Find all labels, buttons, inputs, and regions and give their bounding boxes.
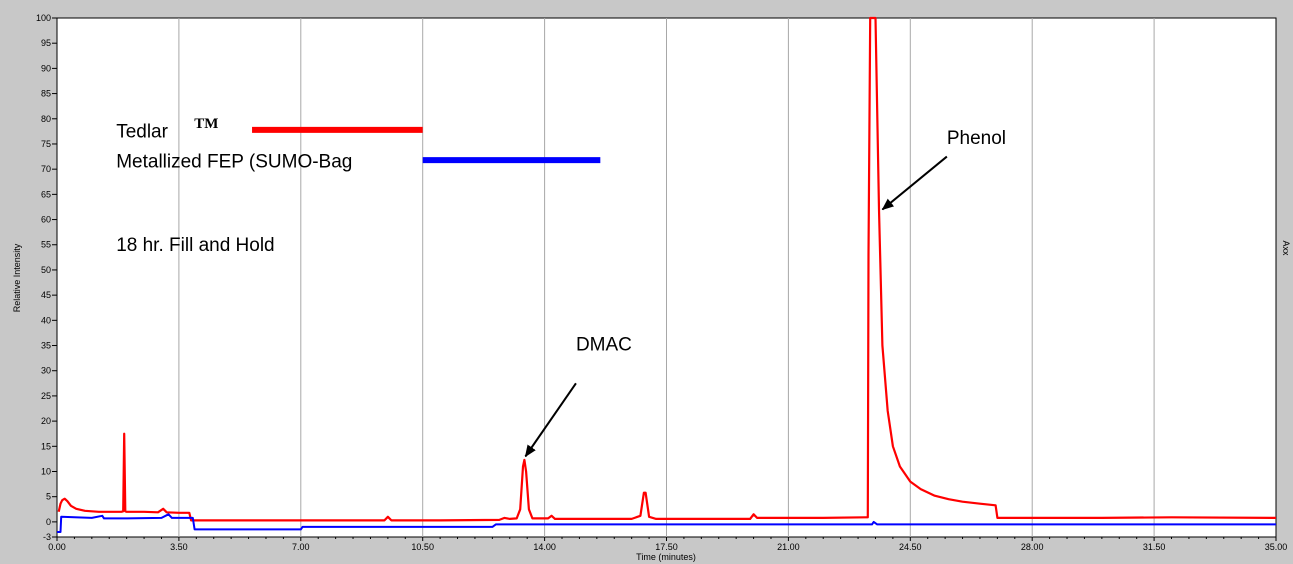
legend: Tedlar TM Metallized FEP (SUMO-Bag 18 hr. F… bbox=[116, 116, 601, 256]
x-tick-label: 31.50 bbox=[1143, 542, 1166, 552]
annotation-arrow bbox=[524, 382, 577, 458]
x-tick-label: 24.50 bbox=[899, 542, 922, 552]
axis-ticks: 0.00 3.50 7.00 10.50 14.00 17.50 21.00 24.50 28.… bbox=[36, 13, 1287, 552]
annotation-label: DMAC bbox=[576, 335, 632, 356]
x-tick-label: 3.50 bbox=[170, 542, 188, 552]
y-tick-label: 0 bbox=[46, 517, 51, 527]
x-tick-label: 17.50 bbox=[655, 542, 678, 552]
x-tick-label: 35.00 bbox=[1265, 542, 1288, 552]
y-tick-label: 80 bbox=[41, 114, 51, 124]
grid bbox=[178, 18, 1155, 537]
y-tick-label: 70 bbox=[41, 164, 51, 174]
y-tick-label: 65 bbox=[41, 189, 51, 199]
y-tick-label: 50 bbox=[41, 265, 51, 275]
x-tick-label: 7.00 bbox=[292, 542, 310, 552]
x-tick-label: 28.00 bbox=[1021, 542, 1044, 552]
y-axis-title: Relative Intensity bbox=[12, 243, 22, 312]
annotation-arrow bbox=[881, 155, 948, 211]
legend-label-metallized-fep: Metallized FEP (SUMO-Bag bbox=[116, 152, 352, 173]
y-tick-label: 75 bbox=[41, 139, 51, 149]
annotation-label: Phenol bbox=[947, 128, 1006, 149]
legend-note: 18 hr. Fill and Hold bbox=[116, 235, 274, 256]
right-axis-label: Axx bbox=[1281, 240, 1291, 256]
y-tick-label: 20 bbox=[41, 416, 51, 426]
y-tick-label: 35 bbox=[41, 341, 51, 351]
y-tick-label: 15 bbox=[41, 441, 51, 451]
legend-label-tedlar: Tedlar bbox=[116, 121, 168, 142]
y-tick-label: 90 bbox=[41, 63, 51, 73]
y-tick-label: 45 bbox=[41, 290, 51, 300]
y-tick-label: -3 bbox=[43, 532, 51, 542]
y-tick-label: 5 bbox=[46, 492, 51, 502]
legend-trademark: TM bbox=[194, 116, 218, 132]
x-tick-label: 0.00 bbox=[48, 542, 66, 552]
series-line-tedlar bbox=[57, 16, 1277, 522]
x-tick-label: 21.00 bbox=[777, 542, 800, 552]
y-tick-label: 30 bbox=[41, 366, 51, 376]
y-tick-label: 25 bbox=[41, 391, 51, 401]
x-tick-label: 10.50 bbox=[411, 542, 434, 552]
x-axis-title: Time (minutes) bbox=[636, 552, 696, 562]
annotations: DMAC Phenol bbox=[524, 128, 1006, 458]
y-tick-label: 100 bbox=[36, 13, 51, 23]
y-tick-label: 10 bbox=[41, 466, 51, 476]
y-tick-label: 95 bbox=[41, 38, 51, 48]
series-layer bbox=[57, 16, 1277, 533]
series-line-metallized-fep bbox=[57, 513, 1276, 533]
y-tick-label: 60 bbox=[41, 215, 51, 225]
y-tick-label: 40 bbox=[41, 315, 51, 325]
y-tick-label: 55 bbox=[41, 240, 51, 250]
x-tick-label: 14.00 bbox=[533, 542, 556, 552]
y-tick-label: 85 bbox=[41, 89, 51, 99]
